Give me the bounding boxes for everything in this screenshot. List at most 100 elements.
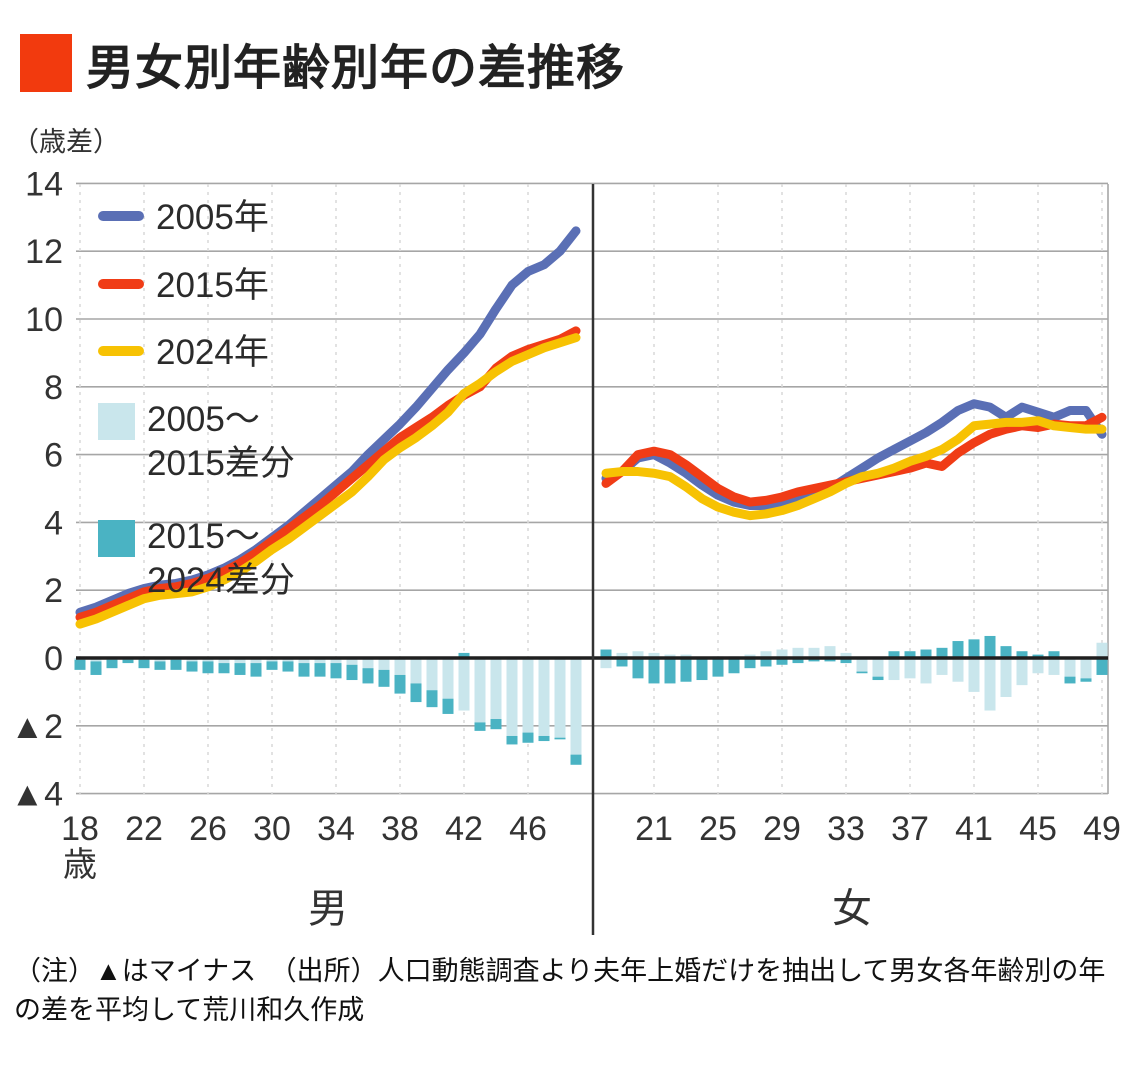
x-tick-label: 33 xyxy=(827,810,865,848)
page-title: 男女別年齢別年の差推移 xyxy=(86,42,626,95)
bar-diff-2015-2024 xyxy=(570,754,582,765)
bar-diff-2005-2015 xyxy=(600,658,612,669)
y-tick-label: 14 xyxy=(25,165,63,203)
bar-diff-2005-2015 xyxy=(442,658,454,699)
bar-diff-2005-2015 xyxy=(792,647,804,658)
bar-diff-2015-2024 xyxy=(266,661,278,670)
title-row: 男女別年齢別年の差推移 xyxy=(20,28,625,98)
bar-diff-2015-2024 xyxy=(218,663,230,674)
bar-diff-2015-2024 xyxy=(282,661,294,672)
bar-diff-2005-2015 xyxy=(872,658,884,677)
bar-diff-2015-2024 xyxy=(554,737,566,740)
bar-diff-2015-2024 xyxy=(458,652,470,658)
bar-diff-2015-2024 xyxy=(1064,676,1076,684)
bar-diff-2005-2015 xyxy=(1032,658,1044,674)
bar-diff-2015-2024 xyxy=(1016,651,1028,658)
bar-diff-2015-2024 xyxy=(138,659,150,669)
bar-diff-2005-2015 xyxy=(968,658,980,692)
bar-diff-2015-2024 xyxy=(234,663,246,675)
bar-diff-2015-2024 xyxy=(904,651,916,658)
line-2024年 xyxy=(75,333,581,629)
panel-label: 女 xyxy=(832,887,872,931)
x-tick-label: 49 xyxy=(1083,810,1121,848)
bar-diff-2015-2024 xyxy=(792,658,804,664)
bar-diff-2005-2015 xyxy=(936,658,948,675)
bar-diff-2005-2015 xyxy=(410,658,422,684)
bar-diff-2015-2024 xyxy=(1096,658,1108,675)
bar-diff-2015-2024 xyxy=(600,649,612,658)
x-tick-label: 25 xyxy=(699,810,737,848)
bar-diff-2015-2024 xyxy=(632,658,644,679)
x-tick-label: 37 xyxy=(891,810,929,848)
footnote: （注）▲はマイナス （出所）人口動態調査より夫年上婚だけを抽出して男女各年齢別の… xyxy=(14,952,1126,1030)
bar-diff-2005-2015 xyxy=(490,658,502,720)
y-tick-label: ▲4 xyxy=(10,776,63,814)
bar-diff-2015-2024 xyxy=(920,649,932,658)
x-tick-label: 29 xyxy=(763,810,801,848)
bar-diff-2015-2024 xyxy=(298,663,310,677)
bar-diff-2015-2024 xyxy=(170,659,182,670)
bar-diff-2015-2024 xyxy=(122,659,134,664)
bar-diff-2005-2015 xyxy=(840,652,852,658)
bar-diff-2015-2024 xyxy=(506,735,518,745)
y-tick-label: 10 xyxy=(25,301,63,339)
x-tick-label: 21 xyxy=(635,810,673,848)
line-2005年 xyxy=(601,399,1107,510)
bar-diff-2015-2024 xyxy=(728,658,740,674)
bar-diff-2005-2015 xyxy=(474,658,486,723)
bar-diff-2005-2015 xyxy=(856,658,868,672)
bar-diff-2015-2024 xyxy=(346,664,358,681)
bar-diff-2015-2024 xyxy=(186,661,198,672)
bar-diff-2005-2015 xyxy=(506,658,518,736)
line-2015年 xyxy=(601,412,1107,507)
x-tick-label: 34 xyxy=(317,810,355,848)
x-tick-label: 18 xyxy=(61,810,99,848)
bar-diff-2005-2015 xyxy=(984,658,996,711)
y-tick-label: 4 xyxy=(44,504,63,542)
x-tick-label: 42 xyxy=(445,810,483,848)
y-axis-unit-label: （歳差） xyxy=(12,127,120,157)
bar-diff-2015-2024 xyxy=(616,658,628,667)
bar-diff-2015-2024 xyxy=(474,722,486,731)
bar-diff-2015-2024 xyxy=(538,735,550,742)
bar-diff-2005-2015 xyxy=(314,658,326,664)
bar-diff-2005-2015 xyxy=(426,658,438,691)
bar-diff-2015-2024 xyxy=(984,635,996,658)
bar-diff-2015-2024 xyxy=(888,651,900,658)
bar-diff-2015-2024 xyxy=(744,658,756,669)
y-tick-label: 6 xyxy=(44,437,63,475)
bar-diff-2005-2015 xyxy=(1000,658,1012,697)
bar-diff-2005-2015 xyxy=(616,652,628,658)
bar-diff-2005-2015 xyxy=(1064,658,1076,677)
y-tick-label: 2 xyxy=(44,572,63,610)
bar-diff-2015-2024 xyxy=(968,639,980,658)
bar-diff-2015-2024 xyxy=(1000,646,1012,658)
title-bullet-square xyxy=(20,34,72,92)
bar-diff-2005-2015 xyxy=(346,658,358,665)
bar-diff-2005-2015 xyxy=(760,651,772,658)
x-tick-label: 30 xyxy=(253,810,291,848)
bar-diff-2005-2015 xyxy=(218,658,230,664)
bar-diff-2005-2015 xyxy=(632,651,644,658)
bar-diff-2005-2015 xyxy=(394,658,406,675)
bar-diff-2015-2024 xyxy=(378,669,390,687)
bar-diff-2005-2015 xyxy=(554,658,566,738)
footnote-line-1: （注）▲はマイナス （出所）人口動態調査より夫年上婚だけを抽出して男女各年齢別の… xyxy=(14,956,1106,986)
bar-diff-2015-2024 xyxy=(664,658,676,684)
bar-diff-2015-2024 xyxy=(490,719,502,730)
bar-diff-2005-2015 xyxy=(824,646,836,658)
bar-diff-2015-2024 xyxy=(648,658,660,684)
bar-diff-2015-2024 xyxy=(1048,651,1060,658)
y-tick-label: 8 xyxy=(44,369,63,407)
bar-diff-2015-2024 xyxy=(696,658,708,681)
bar-diff-2005-2015 xyxy=(904,658,916,679)
bar-diff-2015-2024 xyxy=(712,658,724,677)
bar-diff-2015-2024 xyxy=(442,698,454,714)
bar-diff-2015-2024 xyxy=(410,683,422,703)
bar-diff-2015-2024 xyxy=(154,661,166,670)
bar-diff-2005-2015 xyxy=(250,658,262,664)
bar-diff-2005-2015 xyxy=(378,658,390,670)
x-tick-label: 38 xyxy=(381,810,419,848)
x-tick-label: 46 xyxy=(509,810,547,848)
